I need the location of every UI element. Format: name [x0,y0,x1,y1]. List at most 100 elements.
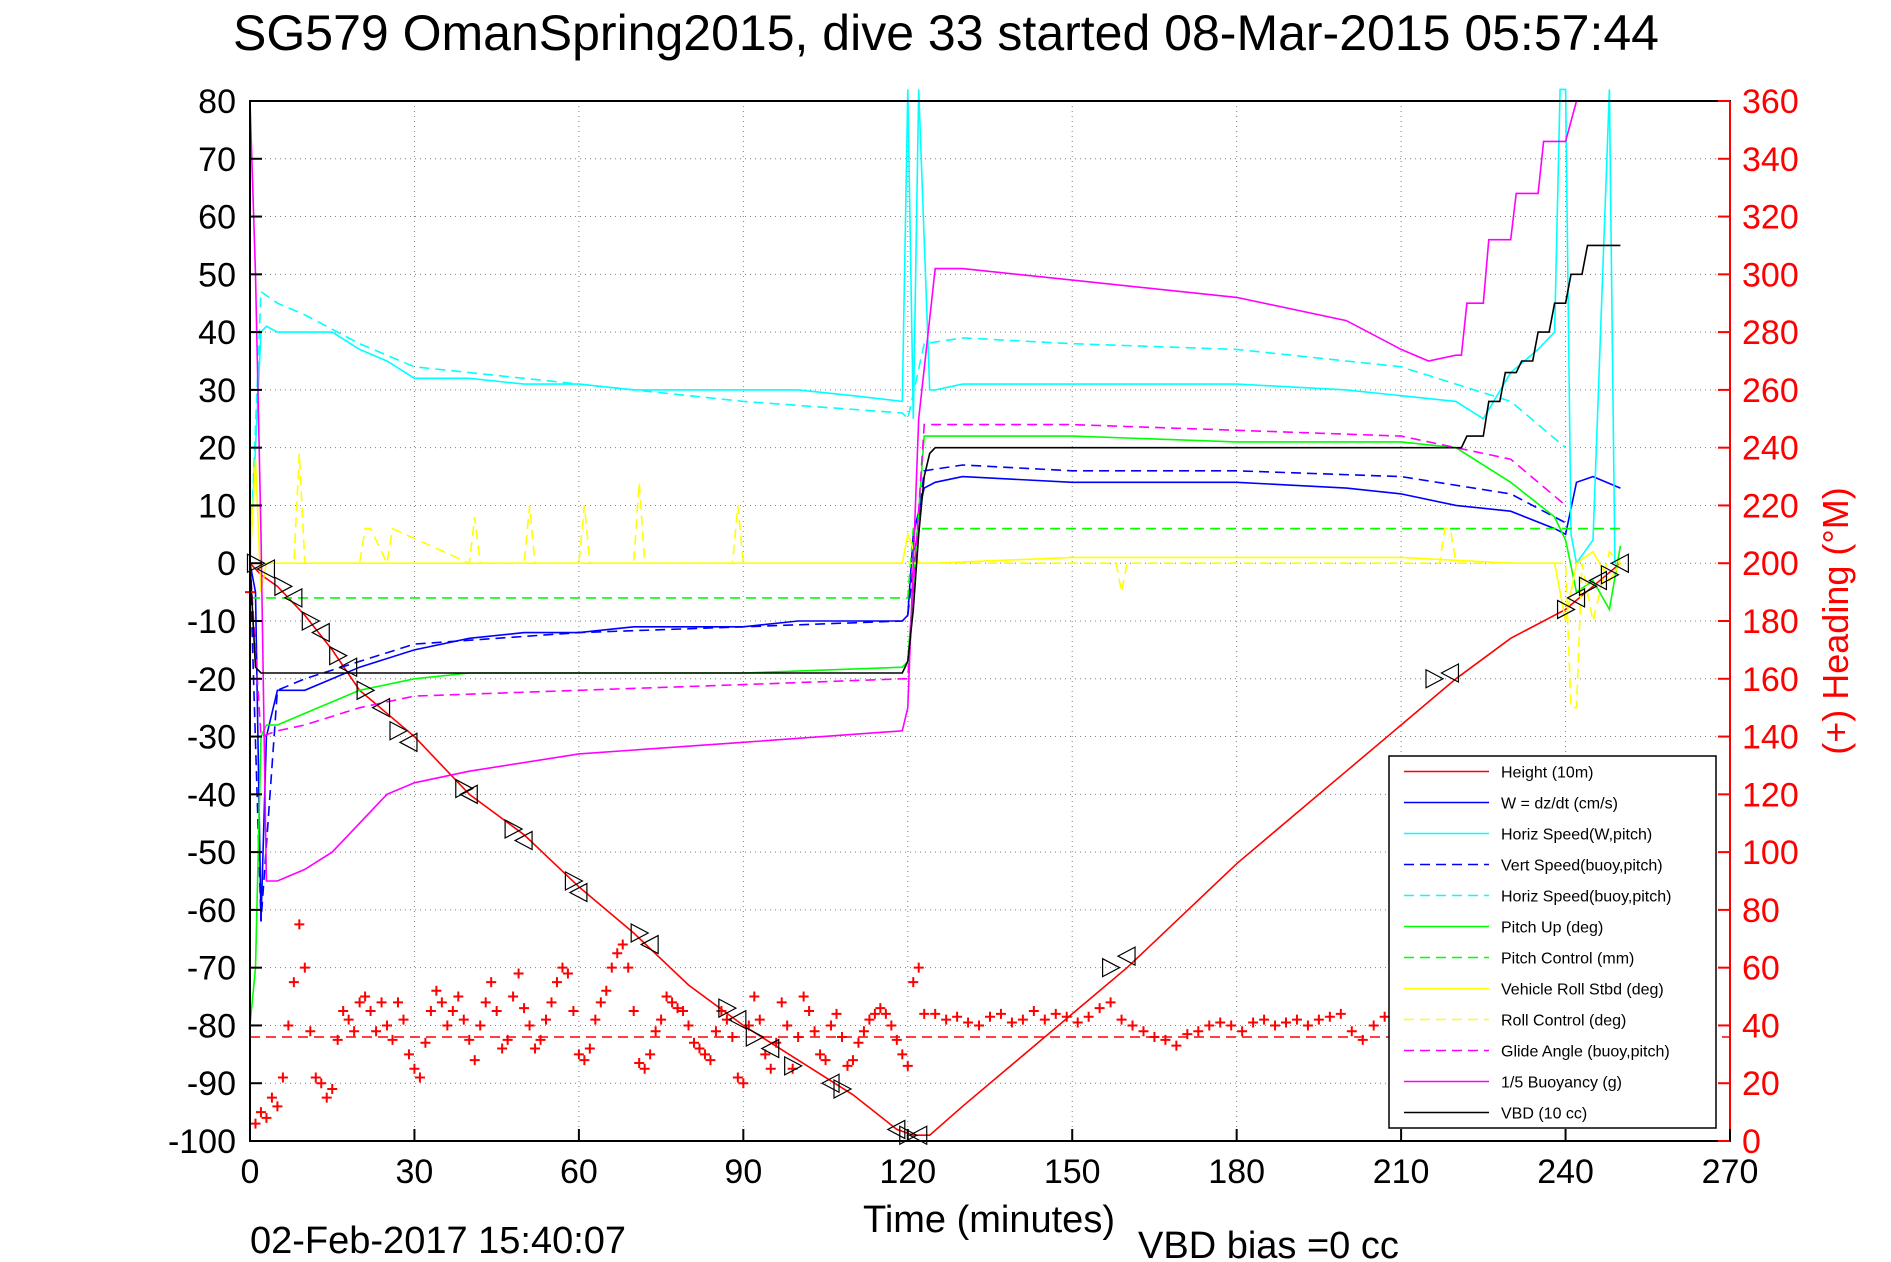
x-tick-label: 30 [396,1153,434,1191]
heading-point [617,939,628,950]
heading-point [1105,997,1116,1008]
height-marker [630,923,650,943]
series-line-10 [249,100,1578,882]
heading-point [1160,1034,1171,1045]
height-marker [760,1038,780,1059]
heading-point [360,991,371,1002]
heading-point [837,1032,847,1042]
height-marker [455,778,475,799]
heading-point [985,1011,995,1022]
heading-point [1116,1014,1127,1025]
heading-point [310,1072,321,1083]
heading-point [820,1055,831,1066]
heading-point [546,997,557,1008]
series-line-4 [249,290,1567,564]
left-tick-label: -90 [187,1065,236,1103]
heading-point [453,991,464,1002]
heading-point [793,1032,804,1042]
heading-point [436,997,447,1008]
heading-point [683,1020,694,1031]
heading-point [447,1006,458,1016]
height-marker [745,1027,765,1047]
heading-point [425,1006,436,1016]
x-tick-label: 240 [1537,1153,1594,1191]
legend-label-11: VBD (10 cc) [1501,1106,1587,1123]
x-tick-label: 270 [1702,1153,1759,1191]
heading-point [919,1008,930,1019]
height-marker [1440,663,1460,683]
height-marker [1600,564,1620,585]
right-tick-label: 280 [1742,314,1799,352]
heading-point [913,962,924,973]
heading-point [403,1049,414,1060]
heading-point [393,997,403,1008]
left-tick-label: 50 [198,256,236,294]
heading-point [376,997,387,1008]
right-tick-label: 240 [1742,430,1799,468]
heading-point [283,1020,294,1031]
legend-label-9: Glide Angle (buoy,pitch) [1501,1044,1670,1061]
height-marker [718,998,738,1019]
heading-point [327,1084,338,1094]
heading-point [853,1037,864,1048]
heading-point [502,1034,513,1045]
heading-point [634,1058,645,1068]
heading-point [601,985,612,996]
x-tick-label: 210 [1373,1153,1430,1191]
heading-point [880,1008,891,1019]
heading-point [1028,1006,1039,1016]
heading-point [332,1034,343,1045]
heading-point [486,977,497,988]
heading-point [1017,1014,1028,1025]
heading-point [480,997,491,1008]
chart-title: SG579 OmanSpring2015, dive 33 started 08… [233,5,1659,61]
heading-point [573,1049,584,1060]
legend-label-5: Pitch Up (deg) [1501,920,1603,937]
x-tick-label: 120 [879,1153,936,1191]
heading-point [1335,1008,1346,1019]
heading-point [1138,1026,1149,1037]
heading-point [535,1034,546,1045]
heading-point [1346,1026,1357,1037]
height-marker [256,559,276,579]
left-tick-label: -100 [168,1123,236,1161]
height-marker [246,553,266,574]
x-tick-label: 60 [560,1153,598,1191]
heading-point [1379,1011,1390,1022]
left-tick-label: 20 [198,430,236,468]
right-tick-label: 300 [1742,256,1799,294]
heading-point [952,1011,963,1022]
left-tick-label: -40 [187,776,236,814]
height-marker [274,576,294,597]
heading-point [255,1107,266,1118]
left-tick-label: 30 [198,372,236,410]
vbd-bias-label: VBD bias =0 cc [1138,1225,1399,1262]
left-tick-label: -30 [187,719,236,757]
heading-point [1204,1020,1215,1031]
heading-point [1193,1026,1204,1037]
series-line-6 [250,527,1621,599]
heading-point [1270,1020,1281,1031]
heading-point [782,1020,793,1031]
legend-label-10: 1/5 Buoyancy (g) [1501,1075,1622,1092]
left-tick-label: -50 [187,834,236,872]
left-tick-label: 80 [198,83,236,121]
heading-point [590,1014,601,1025]
heading-point [667,997,678,1008]
height-marker [1425,668,1445,689]
heading-point [1171,1040,1182,1051]
height-marker [1101,957,1121,978]
right-tick-label: 340 [1742,141,1799,179]
heading-point [568,1006,579,1016]
height-marker [908,1125,928,1146]
heading-point [727,1032,738,1042]
legend-label-7: Vehicle Roll Stbd (deg) [1501,982,1664,999]
heading-point [672,1003,683,1014]
heading-point [694,1043,705,1054]
heading-point [266,1092,277,1103]
heading-point [656,1014,667,1025]
heading-point [1324,1011,1335,1022]
legend-label-4: Horiz Speed(buoy,pitch) [1501,889,1671,906]
heading-point [1039,1014,1050,1025]
right-tick-label: 0 [1742,1123,1761,1161]
